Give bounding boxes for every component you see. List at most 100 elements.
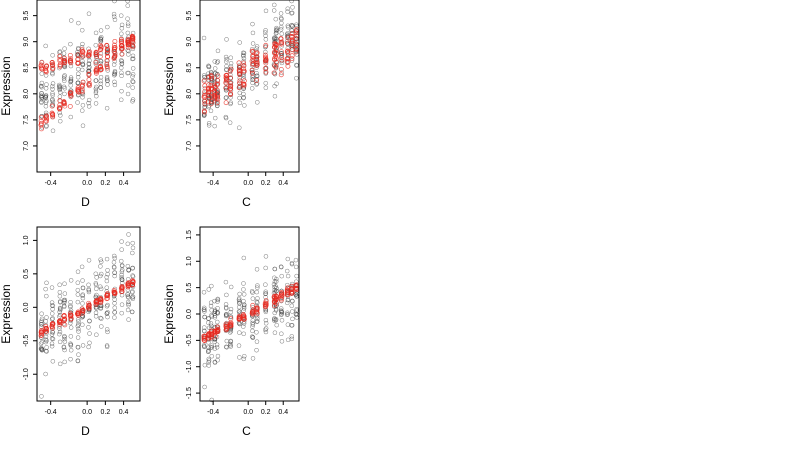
y-tick-label: 7.0: [186, 141, 193, 151]
observed-point: [44, 123, 49, 128]
fitted-point: [49, 103, 55, 109]
fitted-point: [62, 322, 68, 328]
fitted-point: [254, 78, 260, 83]
data-points: [38, 232, 136, 399]
fitted-point: [254, 309, 260, 315]
observed-point: [263, 289, 268, 294]
observed-point: [228, 341, 233, 347]
observed-point: [43, 319, 48, 324]
observed-point: [206, 358, 212, 363]
observed-point: [274, 322, 279, 328]
fitted-point: [50, 62, 56, 68]
y-tick-label: 8.0: [186, 89, 193, 99]
x-tick-label: 0.2: [261, 409, 271, 416]
observed-point: [223, 279, 229, 285]
fitted-point: [79, 89, 85, 95]
fitted-point: [249, 48, 255, 54]
x-tick-label: 0.2: [261, 180, 271, 187]
fitted-point: [97, 63, 103, 69]
observed-point: [125, 299, 131, 305]
observed-point: [99, 35, 104, 40]
observed-point: [206, 123, 212, 128]
observed-point: [98, 286, 104, 292]
observed-point: [130, 53, 136, 59]
observed-point: [68, 75, 74, 80]
observed-point: [241, 356, 247, 362]
observed-point: [228, 284, 234, 290]
observed-point: [209, 345, 215, 350]
observed-point: [254, 289, 259, 295]
fitted-point: [215, 94, 220, 100]
observed-point: [130, 97, 136, 102]
y-axis-label: Expression: [0, 284, 13, 343]
fitted-point: [223, 100, 229, 106]
observed-point: [255, 296, 260, 301]
data-points: [201, 0, 300, 131]
observed-point: [241, 50, 247, 56]
observed-point: [62, 336, 67, 342]
observed-point: [50, 71, 55, 77]
y-tick-label: 9.0: [23, 37, 30, 47]
observed-point: [58, 90, 63, 95]
fitted-point: [215, 96, 221, 102]
observed-point: [285, 273, 291, 279]
y-tick-label: 7.5: [186, 115, 193, 125]
fitted-point: [62, 58, 68, 64]
observed-point: [112, 17, 118, 22]
observed-point: [62, 91, 67, 97]
observed-point: [50, 98, 55, 103]
fitted-point: [97, 67, 103, 73]
observed-point: [68, 304, 73, 310]
fitted-point: [205, 85, 211, 91]
observed-point: [206, 316, 211, 322]
observed-point: [242, 103, 247, 108]
observed-point: [223, 95, 229, 101]
y-tick-label: 7.5: [23, 115, 30, 125]
observed-point: [50, 84, 55, 89]
observed-point: [290, 5, 295, 10]
observed-point: [50, 329, 55, 335]
observed-point: [119, 267, 125, 273]
observed-point: [104, 78, 110, 84]
observed-point: [86, 282, 91, 288]
observed-point: [86, 69, 91, 74]
observed-point: [236, 63, 242, 68]
fitted-point: [278, 49, 284, 55]
observed-point: [43, 110, 49, 116]
fitted-point: [93, 299, 99, 304]
observed-point: [50, 81, 56, 86]
observed-point: [250, 328, 255, 334]
fitted-point: [254, 60, 260, 66]
panel-1: -0.4 0.0 0.2 0.4 7.0 7.5 8.0 8.5 9.0 9.5 D Expressi…: [0, 0, 141, 209]
fitted-point: [206, 335, 211, 341]
observed-point: [57, 314, 62, 319]
fitted-point: [50, 65, 56, 71]
observed-point: [112, 255, 118, 261]
fitted-point: [201, 78, 207, 84]
observed-point: [130, 265, 135, 271]
observed-point: [254, 81, 260, 86]
observed-point: [209, 397, 214, 403]
fitted-point: [111, 288, 117, 293]
observed-point: [223, 115, 229, 121]
observed-point: [279, 309, 284, 315]
observed-point: [228, 306, 234, 312]
observed-point: [212, 115, 218, 121]
y-tick-label: -0.5: [23, 335, 30, 347]
observed-point: [209, 343, 214, 348]
fitted-point: [104, 65, 110, 71]
fitted-point: [262, 66, 268, 72]
fitted-point: [104, 292, 110, 298]
x-tick-label: -0.4: [45, 180, 57, 187]
observed-point: [236, 304, 242, 310]
observed-point: [241, 56, 247, 61]
observed-point: [112, 69, 118, 74]
observed-point: [206, 287, 212, 292]
observed-point: [68, 356, 73, 362]
observed-point: [105, 271, 110, 277]
observed-point: [208, 69, 214, 75]
observed-point: [279, 273, 284, 279]
observed-point: [289, 10, 295, 16]
fitted-point: [105, 53, 110, 59]
observed-point: [75, 80, 81, 85]
